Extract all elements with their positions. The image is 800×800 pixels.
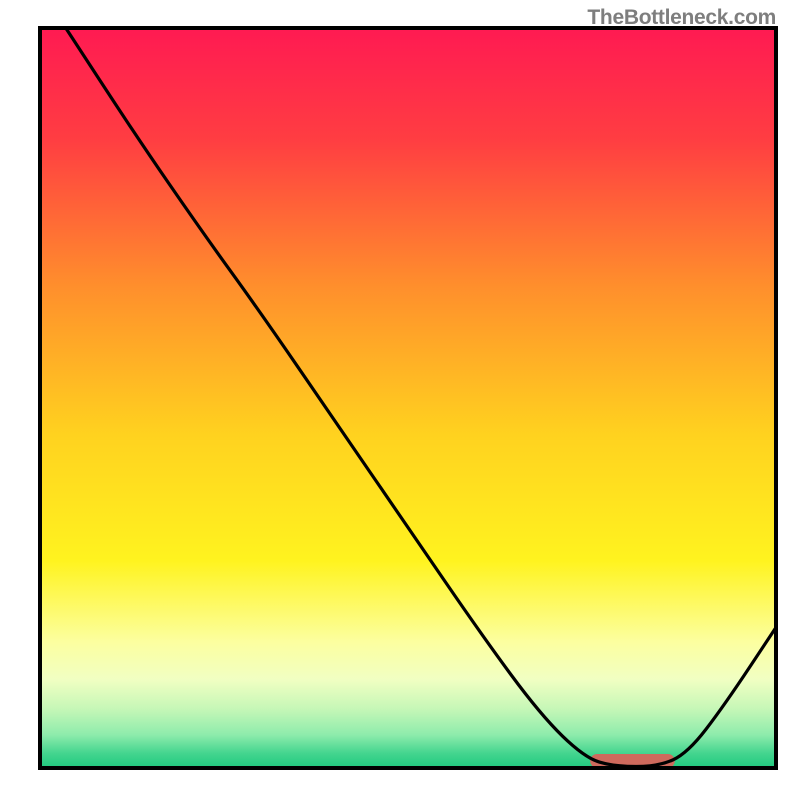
- bottleneck-chart: [0, 0, 800, 800]
- watermark-text: TheBottleneck.com: [587, 6, 776, 30]
- gradient-background: [40, 28, 776, 768]
- chart-container: TheBottleneck.com: [0, 0, 800, 800]
- plot-area: [40, 28, 776, 768]
